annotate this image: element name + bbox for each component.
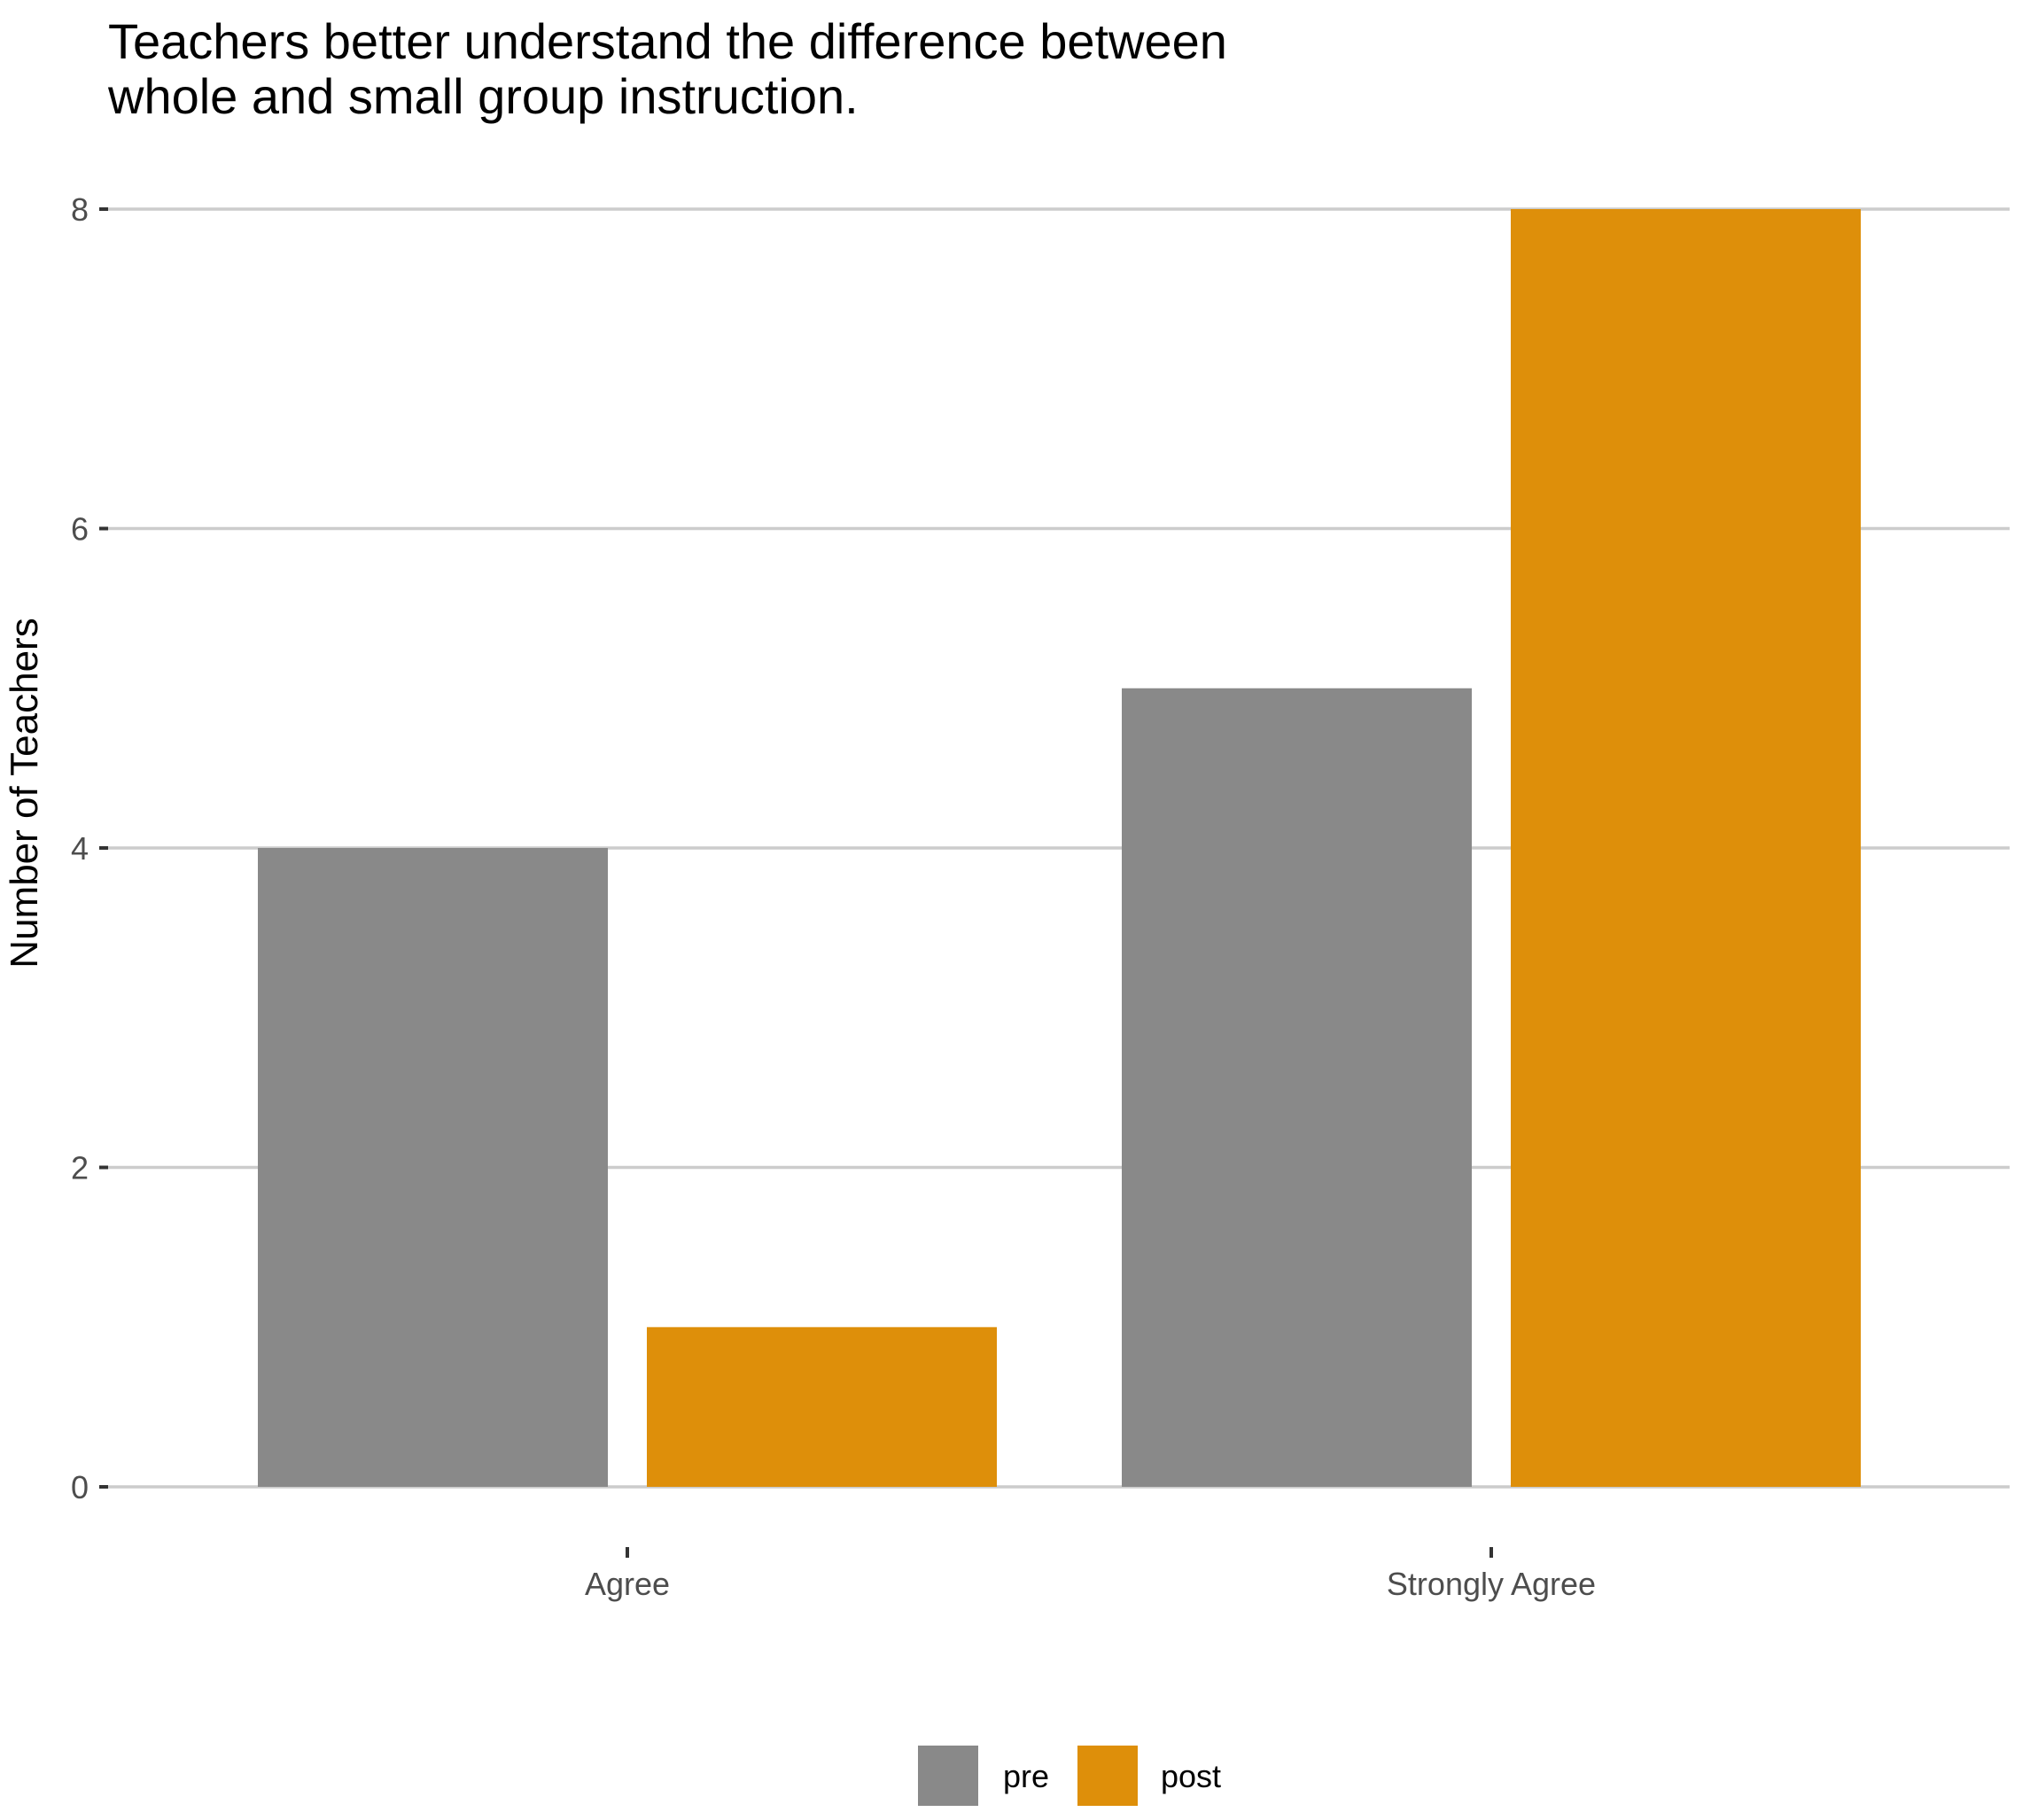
legend-swatch-pre xyxy=(918,1746,978,1806)
y-tick-label-8: 8 xyxy=(71,191,89,228)
y-axis-title: Number of Teachers xyxy=(3,618,46,968)
x-tick-label-strongly-agree: Strongly Agree xyxy=(1387,1566,1596,1602)
legend-label-post: post xyxy=(1161,1758,1221,1794)
y-tick-label-4: 4 xyxy=(71,830,89,867)
chart-title: Teachers better understand the differenc… xyxy=(107,13,1227,124)
y-axis: 0 2 4 6 8 xyxy=(71,191,108,1505)
x-tick-label-agree: Agree xyxy=(585,1566,670,1602)
y-tick-label-0: 0 xyxy=(71,1469,89,1505)
x-axis: Agree Strongly Agree xyxy=(585,1547,1596,1602)
bars xyxy=(258,209,1861,1487)
y-tick-label-6: 6 xyxy=(71,511,89,548)
legend-label-pre: pre xyxy=(1003,1758,1049,1794)
chart-title-line-1: Teachers better understand the differenc… xyxy=(108,13,1227,69)
bar-post-agree xyxy=(647,1326,997,1487)
bar-post-strongly-agree xyxy=(1511,209,1861,1487)
legend: pre post xyxy=(918,1746,1221,1806)
bar-pre-agree xyxy=(258,848,608,1487)
y-tick-label-2: 2 xyxy=(71,1150,89,1186)
chart-title-line-2: whole and small group instruction. xyxy=(107,68,859,124)
bar-pre-strongly-agree xyxy=(1122,688,1472,1487)
legend-swatch-post xyxy=(1077,1746,1138,1806)
